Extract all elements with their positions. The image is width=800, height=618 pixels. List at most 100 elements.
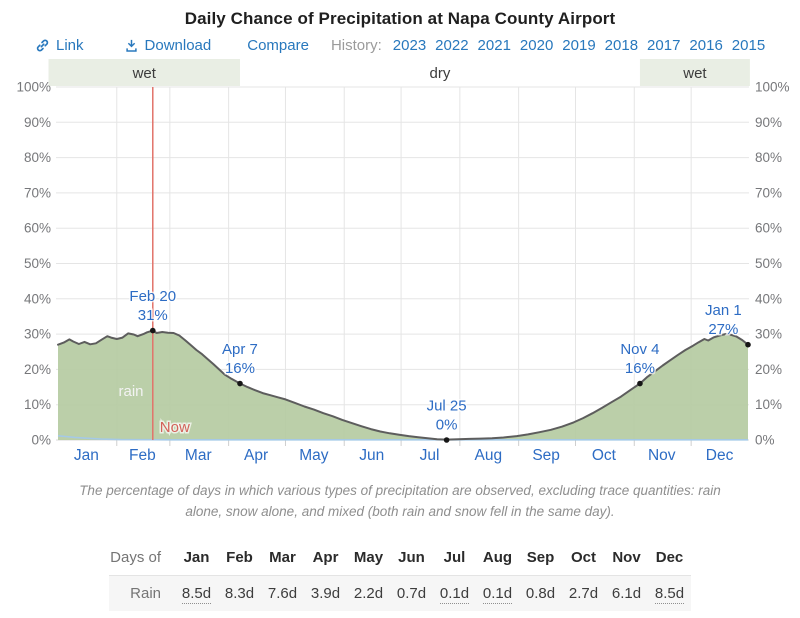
page-title: Daily Chance of Precipitation at Napa Co…: [184, 9, 616, 28]
table-month-header-jul: Jul: [443, 549, 466, 566]
y-axis-label-right-30: 30%: [755, 327, 782, 342]
table-value: 6.1d: [611, 585, 642, 602]
precipitation-chart: wet dry wet rain Now Feb 20 31% Apr 7 16% Jul 25…: [16, 59, 790, 464]
table-cell-rain-sep: 0.8d: [519, 575, 562, 611]
y-axis-label-right-50: 50%: [755, 256, 782, 271]
annotation-dot-jul-25: [443, 437, 450, 443]
history-year-2020[interactable]: 2020: [519, 36, 554, 54]
annotation-dot-jan-1: [745, 341, 751, 348]
annotation-date-nov-4: Nov 4: [620, 341, 659, 358]
history-year-2017[interactable]: 2017: [647, 36, 681, 54]
annotation-dot-feb-20: [149, 327, 156, 334]
link-button[interactable]: Link: [35, 37, 84, 54]
table-value: 0.8d: [525, 585, 556, 602]
y-axis-label-right-90: 90%: [755, 115, 782, 130]
table-value: 2.7d: [568, 585, 599, 602]
annotation-date-jul-25: Jul 25: [427, 398, 467, 415]
annotation-value-jan-1: 27%: [708, 321, 738, 338]
history-year-2022[interactable]: 2022: [435, 36, 469, 54]
y-axis-label-right-40: 40%: [755, 291, 782, 306]
annotation-dot-nov-4: [637, 380, 643, 387]
y-axis-label-right-10: 10%: [755, 397, 782, 412]
table-value: 0.7d: [396, 585, 427, 602]
history-year-2015[interactable]: 2015: [731, 36, 766, 54]
season-band-wet-0: [48, 59, 240, 86]
x-axis-label-may: May: [299, 447, 329, 464]
history-year-2018[interactable]: 2018: [604, 36, 639, 54]
table-value: 8.3d: [224, 585, 255, 602]
x-axis-label-jul: Jul: [420, 447, 440, 464]
plot-area[interactable]: [58, 87, 748, 440]
y-axis-label-right-0: 0%: [755, 433, 775, 448]
table-month-header-jun: Jun: [398, 549, 425, 566]
season-label-dry-1: dry: [430, 65, 451, 82]
caption-line-2: alone, snow alone, and mixed (both rain …: [185, 504, 615, 519]
caption-line-1: The percentage of days in which various …: [79, 483, 721, 498]
y-axis-label-right-70: 70%: [755, 185, 782, 200]
link-icon: [36, 39, 49, 51]
table-month-header-may: May: [353, 549, 384, 566]
y-axis-label-left-0: 0%: [31, 433, 51, 448]
table-cell-rain-nov: 6.1d: [605, 575, 648, 611]
annotation-value-feb-20: 31%: [138, 307, 168, 324]
rain-series-label: rain: [118, 383, 143, 400]
annotation-date-feb-20: Feb 20: [129, 288, 176, 305]
table-row-rain: Rain 8.5d 8.3d 7.6d 3.9d 2.2d 0.7d 0.1d 0.1d 0.8d…: [109, 575, 691, 611]
y-axis-label-right-100: 100%: [755, 80, 790, 95]
x-axis-label-sep: Sep: [532, 447, 560, 464]
season-band-wet-2: [639, 59, 750, 86]
annotation-date-apr-7: Apr 7: [222, 341, 258, 358]
x-axis-label-dec: Dec: [706, 447, 734, 464]
days-of-precipitation-table: Days of Jan Feb Mar Apr May Jun Jul Aug Sep Oct No…: [109, 543, 691, 611]
y-axis-label-left-40: 40%: [24, 291, 51, 306]
annotation-value-apr-7: 16%: [225, 360, 255, 377]
history-year-2019[interactable]: 2019: [562, 36, 596, 54]
compare-label: Compare: [247, 36, 309, 54]
table-month-header-dec: Dec: [655, 549, 684, 566]
chart-caption: The percentage of days in which various …: [15, 480, 785, 522]
annotation-value-jul-25: 0%: [436, 417, 458, 434]
history-year-2023[interactable]: 2023: [392, 36, 427, 54]
table-month-header-oct: Oct: [570, 549, 596, 566]
x-axis-label-nov: Nov: [648, 447, 676, 464]
table-cell-rain-may: 2.2d: [347, 575, 390, 611]
annotation-value-nov-4: 16%: [625, 360, 655, 377]
x-axis-label-mar: Mar: [185, 447, 212, 464]
x-axis-label-jun: Jun: [359, 447, 384, 464]
table-cell-rain-jan: 8.5d: [175, 575, 218, 611]
table-month-header-feb: Feb: [226, 549, 253, 566]
table-month-header-aug: Aug: [482, 549, 513, 566]
x-axis-label-oct: Oct: [592, 447, 617, 464]
table-cell-rain-mar: 7.6d: [261, 575, 304, 611]
table-cell-rain-aug: 0.1d: [476, 575, 519, 611]
table-header-row: Days of Jan Feb Mar Apr May Jun Jul Aug Sep Oct No…: [109, 543, 691, 576]
history-years: 2023 2022 2021 2020 2019 2018 2017 2016 2015: [393, 37, 765, 54]
x-axis-label-feb: Feb: [129, 447, 156, 464]
history-year-2016[interactable]: 2016: [689, 36, 723, 54]
annotation-date-jan-1: Jan 1: [705, 302, 742, 319]
table-value: 8.5d: [654, 585, 685, 604]
rain-line: [57, 329, 749, 441]
x-axis-label-apr: Apr: [244, 447, 268, 464]
table-month-header-apr: Apr: [312, 549, 339, 566]
table-value: 7.6d: [267, 585, 298, 602]
y-axis-label-left-60: 60%: [24, 221, 51, 236]
history-year-2021[interactable]: 2021: [477, 36, 511, 54]
y-axis-label-right-20: 20%: [755, 362, 782, 377]
y-axis-label-left-30: 30%: [24, 327, 51, 342]
season-label-wet-0: wet: [132, 65, 157, 82]
table-month-header-mar: Mar: [269, 549, 296, 566]
x-axis-label-jan: Jan: [74, 447, 99, 464]
compare-button[interactable]: Compare: [247, 37, 309, 54]
table-value: 0.1d: [482, 585, 513, 604]
download-button[interactable]: Download: [124, 37, 211, 54]
y-axis-label-right-60: 60%: [755, 221, 782, 236]
y-axis-label-left-50: 50%: [24, 256, 51, 271]
table-row-label-rain: Rain: [109, 575, 175, 611]
y-axis-label-left-20: 20%: [24, 362, 51, 377]
mixed-trace-line: [57, 435, 748, 441]
table-value: 8.5d: [181, 585, 212, 604]
chart-wrap: wet dry wet rain Now Feb 20 31% Apr 7 16% Jul 25…: [0, 57, 800, 474]
y-axis-label-left-70: 70%: [24, 185, 51, 200]
download-icon: [125, 39, 137, 52]
